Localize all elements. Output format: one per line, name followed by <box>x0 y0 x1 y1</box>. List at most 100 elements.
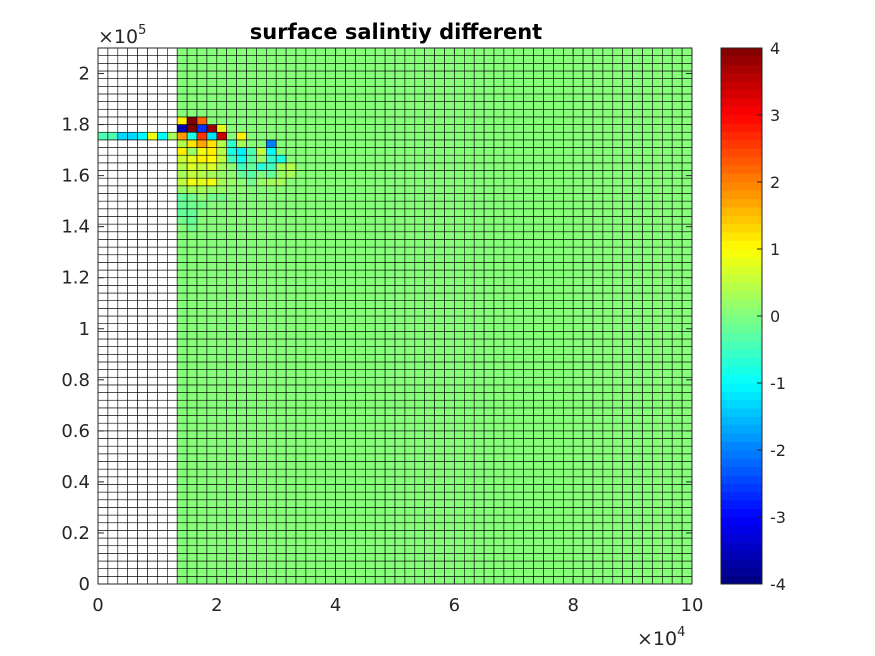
heatmap-cell <box>533 70 544 79</box>
heatmap-cell <box>117 376 129 386</box>
heatmap-cell <box>543 468 554 478</box>
heatmap-cell <box>97 422 109 432</box>
heatmap-cell <box>642 545 653 554</box>
heatmap-cell <box>463 461 475 470</box>
heatmap-cell <box>97 415 109 424</box>
heatmap-cell <box>315 277 326 286</box>
heatmap-cell <box>335 70 346 79</box>
heatmap-cell <box>454 568 465 577</box>
heatmap-cell <box>493 522 505 531</box>
heatmap-cell <box>444 507 455 516</box>
heatmap-cell <box>602 445 614 455</box>
heatmap-cell <box>572 331 584 340</box>
heatmap-cell <box>325 461 336 470</box>
heatmap-cell <box>503 147 515 156</box>
heatmap-cell <box>513 185 524 194</box>
heatmap-cell <box>414 338 425 347</box>
heatmap-cell <box>335 239 346 248</box>
heatmap-cell <box>483 453 495 462</box>
heatmap-cell <box>374 514 386 524</box>
heatmap-cell <box>602 124 614 133</box>
heatmap-cell <box>305 537 317 547</box>
heatmap-cell <box>345 507 356 516</box>
heatmap-cell <box>256 560 267 569</box>
heatmap-cell <box>473 292 485 301</box>
heatmap-cell <box>305 461 317 470</box>
heatmap-cell <box>196 154 208 164</box>
heatmap-cell <box>632 522 643 531</box>
heatmap-cell <box>671 537 683 547</box>
heatmap-cell <box>305 353 317 363</box>
heatmap-cell <box>572 522 584 531</box>
heatmap-cell <box>592 422 604 432</box>
heatmap-cell <box>364 438 376 447</box>
heatmap-cell <box>394 392 406 401</box>
heatmap-cell <box>285 208 297 217</box>
heatmap-cell <box>305 63 317 72</box>
heatmap-cell <box>265 239 277 248</box>
heatmap-cell <box>226 170 237 179</box>
heatmap-cell <box>216 200 228 210</box>
heatmap-cell <box>444 568 455 577</box>
heatmap-cell <box>325 124 336 133</box>
heatmap-cell <box>681 315 693 324</box>
heatmap-cell <box>503 131 515 141</box>
heatmap-cell <box>404 346 416 355</box>
heatmap-cell <box>295 292 307 301</box>
heatmap-cell <box>147 223 158 233</box>
heatmap-cell <box>107 154 119 164</box>
heatmap-cell <box>137 369 148 378</box>
heatmap-cell <box>553 200 564 210</box>
heatmap-cell <box>652 216 663 225</box>
heatmap-cell <box>275 484 287 493</box>
heatmap-cell <box>652 300 663 309</box>
heatmap-cell <box>345 177 356 187</box>
heatmap-cell <box>503 300 515 309</box>
heatmap-cell <box>226 308 237 317</box>
heatmap-cell <box>661 254 673 263</box>
heatmap-cell <box>592 545 604 554</box>
heatmap-cell <box>226 376 237 386</box>
heatmap-cell <box>612 461 623 470</box>
heatmap-cell <box>127 514 138 524</box>
heatmap-cell <box>513 193 524 202</box>
heatmap-cell <box>176 262 188 271</box>
heatmap-cell <box>434 331 445 340</box>
heatmap-cell <box>602 553 614 562</box>
heatmap-cell <box>176 430 188 439</box>
heatmap-cell <box>265 430 277 439</box>
heatmap-cell <box>553 530 564 539</box>
heatmap-cell <box>196 415 208 424</box>
heatmap-cell <box>246 63 257 72</box>
heatmap-cell <box>167 223 178 233</box>
heatmap-cell <box>364 507 376 516</box>
heatmap-cell <box>661 239 673 248</box>
colorbar-step <box>721 56 762 66</box>
heatmap-cell <box>374 568 386 577</box>
heatmap-cell <box>275 254 287 263</box>
heatmap-cell <box>285 445 297 455</box>
heatmap-cell <box>107 484 119 493</box>
heatmap-cell <box>325 576 336 585</box>
heatmap-cell <box>572 468 584 478</box>
heatmap-cell <box>543 55 554 64</box>
heatmap-cell <box>652 193 663 202</box>
heatmap-cell <box>661 154 673 164</box>
heatmap-cell <box>364 315 376 324</box>
heatmap-cell <box>236 507 247 516</box>
heatmap-cell <box>236 468 247 478</box>
heatmap-cell <box>176 545 188 554</box>
heatmap-cell <box>384 216 396 225</box>
heatmap-cell <box>374 353 386 363</box>
heatmap-cell <box>661 484 673 493</box>
heatmap-cell <box>483 361 495 370</box>
heatmap-cell <box>196 300 208 309</box>
heatmap-cell <box>632 530 643 539</box>
heatmap-cell <box>434 47 445 56</box>
heatmap-cell <box>265 384 277 393</box>
heatmap-cell <box>127 453 138 462</box>
heatmap-cell <box>196 185 208 194</box>
heatmap-cell <box>642 116 653 125</box>
heatmap-cell <box>652 430 663 439</box>
heatmap-cell <box>582 154 594 164</box>
